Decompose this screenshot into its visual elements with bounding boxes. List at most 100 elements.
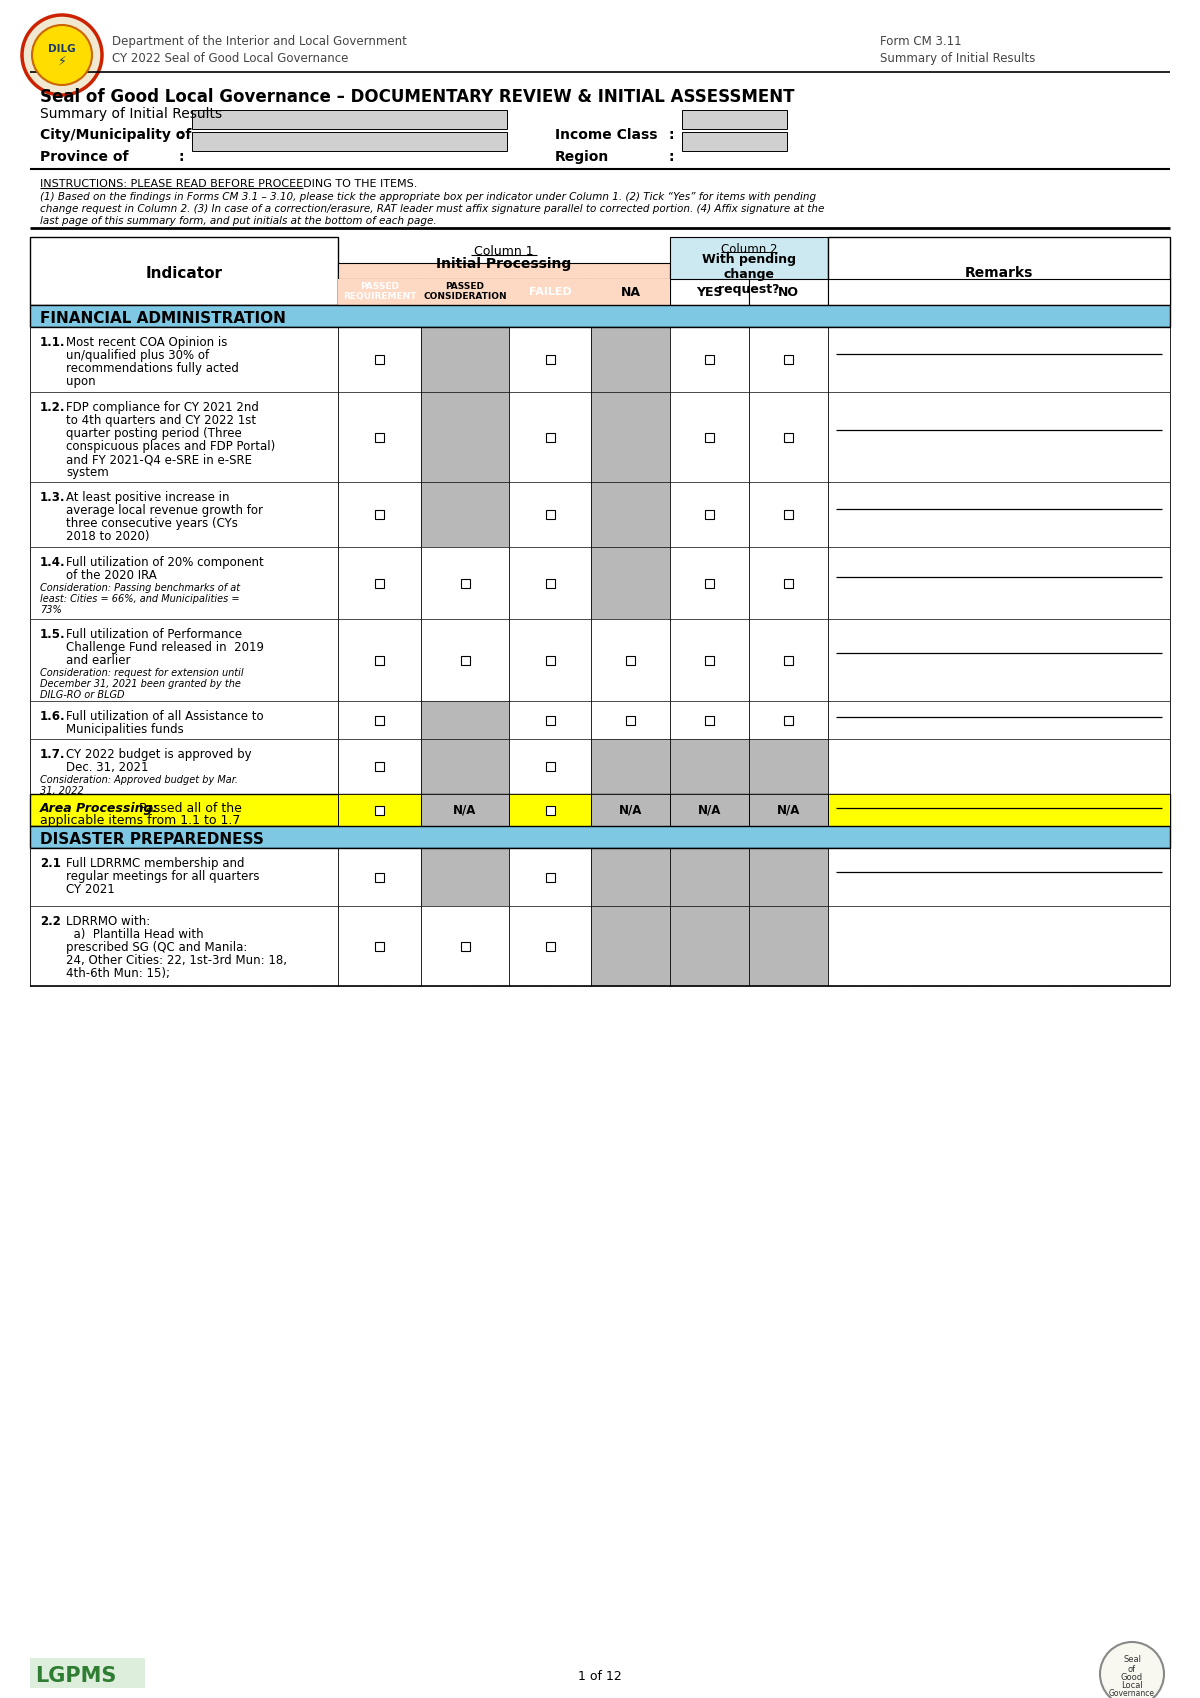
Text: Full utilization of all Assistance to: Full utilization of all Assistance to — [66, 710, 264, 723]
Circle shape — [22, 15, 102, 95]
Bar — [30, 392, 338, 482]
Bar — [706, 715, 714, 725]
Bar — [784, 715, 793, 725]
Text: 24, Other Cities: 22, 1st-3rd Mun: 18,: 24, Other Cities: 22, 1st-3rd Mun: 18, — [66, 954, 287, 966]
Bar — [592, 795, 670, 825]
Bar — [784, 579, 793, 588]
Bar — [30, 482, 338, 547]
Text: of the 2020 IRA: of the 2020 IRA — [66, 569, 157, 582]
Bar — [749, 701, 828, 739]
Bar — [670, 547, 749, 620]
Bar — [509, 328, 592, 392]
Text: Consideration: Passing benchmarks of at: Consideration: Passing benchmarks of at — [40, 582, 240, 593]
Text: un/qualified plus 30% of: un/qualified plus 30% of — [66, 350, 209, 362]
Bar — [509, 482, 592, 547]
Bar — [374, 355, 384, 363]
Bar — [374, 873, 384, 881]
Text: Form CM 3.11: Form CM 3.11 — [880, 36, 961, 48]
Text: Income Class: Income Class — [554, 127, 658, 143]
Text: :: : — [668, 149, 673, 165]
Bar — [421, 328, 509, 392]
Bar — [30, 795, 1170, 825]
Text: 1 of 12: 1 of 12 — [578, 1669, 622, 1683]
Bar — [706, 579, 714, 588]
Bar — [546, 762, 554, 771]
Bar — [509, 795, 592, 825]
Text: Consideration: Approved budget by Mar.: Consideration: Approved budget by Mar. — [40, 774, 238, 784]
Text: 1.3.: 1.3. — [40, 491, 66, 504]
Bar — [338, 392, 421, 482]
Bar — [592, 547, 670, 620]
Bar — [828, 620, 1170, 701]
Text: least: Cities = 66%, and Municipalities =: least: Cities = 66%, and Municipalities … — [40, 594, 240, 604]
Bar — [546, 873, 554, 881]
Bar — [670, 278, 749, 306]
Bar — [670, 620, 749, 701]
Bar — [421, 795, 509, 825]
Text: N/A: N/A — [776, 803, 800, 817]
Bar — [546, 715, 554, 725]
Bar — [374, 433, 384, 441]
Bar — [30, 328, 338, 392]
Text: N/A: N/A — [698, 803, 721, 817]
Bar — [509, 392, 592, 482]
Bar — [592, 620, 670, 701]
Bar — [30, 739, 338, 795]
Text: Region: Region — [554, 149, 610, 165]
Bar — [828, 847, 1170, 907]
Text: YES: YES — [696, 285, 722, 299]
Bar — [706, 433, 714, 441]
Bar — [30, 1657, 145, 1688]
Bar — [592, 847, 670, 907]
Bar — [338, 620, 421, 701]
Circle shape — [32, 25, 92, 85]
Text: change request in Column 2. (3) In case of a correction/erasure, RAT leader must: change request in Column 2. (3) In case … — [40, 204, 824, 214]
Bar — [338, 701, 421, 739]
Bar — [592, 907, 670, 987]
Text: Local: Local — [1121, 1681, 1142, 1690]
Bar — [749, 328, 828, 392]
Bar — [509, 907, 592, 987]
Bar — [338, 547, 421, 620]
Text: (1) Based on the findings in Forms CM 3.1 – 3.10, please tick the appropriate bo: (1) Based on the findings in Forms CM 3.… — [40, 192, 816, 202]
Text: Summary of Initial Results: Summary of Initial Results — [40, 107, 222, 121]
Bar — [670, 847, 749, 907]
Bar — [592, 278, 670, 306]
Bar — [546, 355, 554, 363]
Text: recommendations fully acted: recommendations fully acted — [66, 362, 239, 375]
Bar — [338, 278, 421, 306]
Bar — [592, 739, 670, 795]
Bar — [784, 433, 793, 441]
Bar — [338, 278, 670, 306]
Text: to 4th quarters and CY 2022 1st: to 4th quarters and CY 2022 1st — [66, 414, 256, 426]
Bar — [749, 739, 828, 795]
Text: LDRRMO with:: LDRRMO with: — [66, 915, 150, 929]
Bar — [421, 701, 509, 739]
Bar — [30, 238, 338, 306]
Text: City/Municipality of: City/Municipality of — [40, 127, 191, 143]
Text: 1.1.: 1.1. — [40, 336, 66, 350]
Bar — [828, 795, 1170, 825]
Bar — [828, 328, 1170, 392]
Bar — [192, 132, 508, 151]
Bar — [30, 306, 1170, 328]
Bar — [682, 132, 787, 151]
Bar — [509, 278, 592, 306]
Text: Column 1: Column 1 — [474, 245, 534, 258]
Text: and earlier: and earlier — [66, 654, 131, 667]
Bar — [749, 907, 828, 987]
Bar — [706, 509, 714, 520]
Bar — [828, 482, 1170, 547]
Bar — [421, 847, 509, 907]
Text: PASSED
CONSIDERATION: PASSED CONSIDERATION — [424, 282, 506, 302]
Text: a)  Plantilla Head with: a) Plantilla Head with — [66, 929, 204, 941]
Text: 2.2: 2.2 — [40, 915, 61, 929]
Text: quarter posting period (Three: quarter posting period (Three — [66, 426, 241, 440]
Text: :: : — [668, 127, 673, 143]
Bar — [509, 620, 592, 701]
Bar — [30, 620, 338, 701]
Bar — [374, 805, 384, 815]
Bar — [338, 482, 421, 547]
Text: Indicator: Indicator — [145, 265, 222, 280]
Text: Governance: Governance — [1109, 1688, 1154, 1698]
